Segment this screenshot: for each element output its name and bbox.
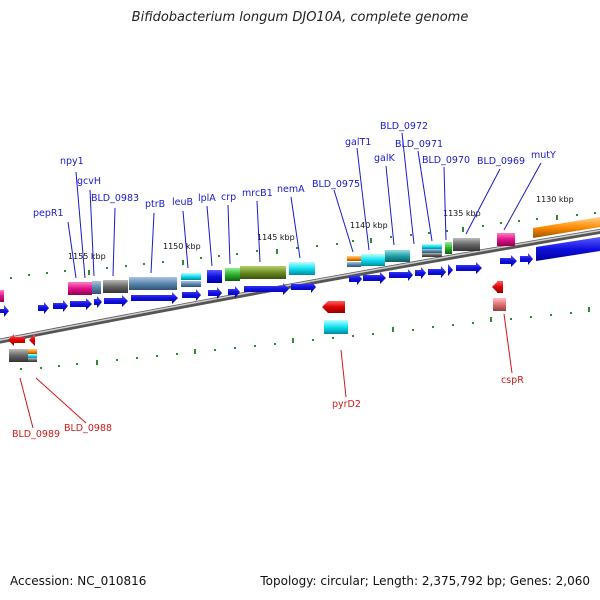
gene-label-BLD_0975[interactable]: BLD_0975 [312,179,360,190]
gene-label-pyrD2[interactable]: pyrD2 [332,399,361,410]
accession-text: Accession: NC_010816 [10,574,147,588]
scale-labels: 1155 kbp 1150 kbp 1145 kbp 1140 kbp 1135… [68,195,574,261]
gene-label-ptrB[interactable]: ptrB [145,199,165,210]
scale-label: 1145 kbp [257,233,295,242]
scale-label: 1150 kbp [163,242,201,251]
gene-label-BLD_0988[interactable]: BLD_0988 [64,423,112,434]
gene-label-npy1[interactable]: npy1 [60,156,84,167]
gene-label-pepR1[interactable]: pepR1 [33,208,64,219]
gene-label-leuB[interactable]: leuB [172,197,193,208]
top-gene-labels: pepR1 npy1 gcvH BLD_0983 ptrB leuB lplA … [33,121,556,219]
top-leader-lines [67,132,542,279]
bottom-leader-lines [19,313,513,429]
reverse-cds-track[interactable] [8,281,506,362]
bottom-gene-labels: BLD_0989 BLD_0988 pyrD2 cspR [12,375,524,440]
gene-label-mrcB1[interactable]: mrcB1 [242,188,273,199]
gene-label-galK[interactable]: galK [374,153,395,164]
inner-tick-track [20,307,590,370]
gene-label-crp[interactable]: crp [221,192,236,203]
gene-label-gcvH[interactable]: gcvH [77,176,101,187]
gene-label-mutY[interactable]: mutY [531,150,556,161]
forward-cds-track[interactable] [0,237,600,317]
gene-label-lplA[interactable]: lplA [198,193,216,204]
gene-label-nemA[interactable]: nemA [277,184,305,195]
outer-tick-track [10,212,596,279]
gene-label-cspR[interactable]: cspR [501,375,524,386]
scale-label: 1130 kbp [536,195,574,204]
gene-label-BLD_0989[interactable]: BLD_0989 [12,429,60,440]
gene-label-BLD_0972[interactable]: BLD_0972 [380,121,428,132]
forward-cog-track[interactable] [0,217,600,302]
gene-label-galT1[interactable]: galT1 [345,137,371,148]
gene-label-BLD_0983[interactable]: BLD_0983 [91,193,139,204]
genome-title: Bifidobacterium longum DJO10A, complete … [131,10,469,25]
scale-label: 1135 kbp [443,209,481,218]
genome-stats-text: Topology: circular; Length: 2,375,792 bp… [260,574,590,588]
gene-label-BLD_0970[interactable]: BLD_0970 [422,155,470,166]
gene-label-BLD_0969[interactable]: BLD_0969 [477,156,525,167]
scale-label: 1140 kbp [350,221,388,230]
gene-label-BLD_0971[interactable]: BLD_0971 [395,139,443,150]
scale-label: 1155 kbp [68,252,106,261]
